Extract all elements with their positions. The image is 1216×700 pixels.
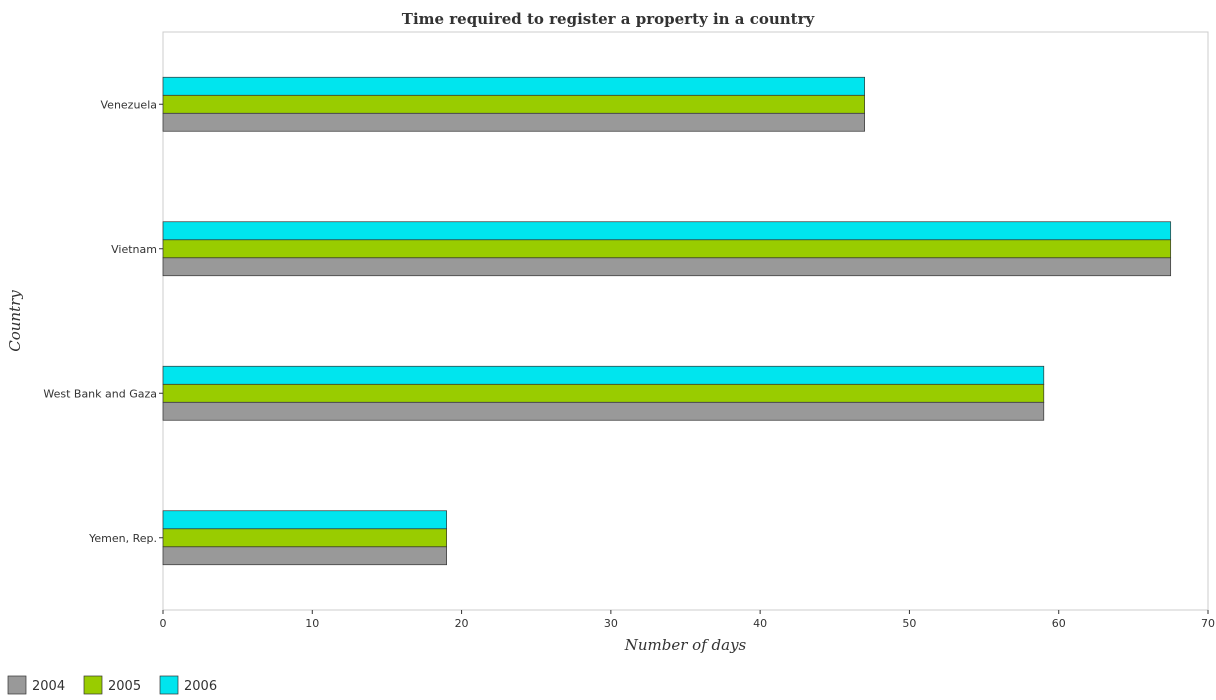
y-tick-label: Venezuela xyxy=(101,98,158,111)
bar-2004 xyxy=(162,546,447,566)
bar-2005 xyxy=(162,94,865,114)
bar-2005 xyxy=(162,383,1045,403)
bar-2006 xyxy=(162,221,1172,241)
x-tick-label: 20 xyxy=(455,617,469,630)
legend-swatch-2005 xyxy=(83,675,103,695)
legend-swatch-2006 xyxy=(159,675,179,695)
bar-2005 xyxy=(162,528,447,548)
chart-title: Time required to register a property in … xyxy=(402,10,816,28)
x-tick-label: 70 xyxy=(1201,617,1215,630)
legend-label-2004: 2004 xyxy=(32,679,65,694)
x-tick-label: 0 xyxy=(160,617,167,630)
plot-frame xyxy=(162,31,1209,611)
bar-2005 xyxy=(162,239,1172,259)
bar-2006 xyxy=(162,510,447,530)
legend: 2004 2005 2006 xyxy=(7,675,217,695)
x-axis-title: Number of days xyxy=(624,636,747,654)
x-tick-label: 30 xyxy=(604,617,618,630)
x-tick-label: 60 xyxy=(1052,617,1066,630)
y-axis-title: Country xyxy=(6,290,24,352)
y-tick-label: Yemen, Rep. xyxy=(88,532,157,545)
bar-2006 xyxy=(162,365,1045,385)
y-tick-label: Vietnam xyxy=(111,243,157,256)
plot-area: Venezuela Vietnam West Bank and Gaza Yemen,… xyxy=(43,31,1215,630)
legend-swatch-2004 xyxy=(7,675,27,695)
y-tick-label: West Bank and Gaza xyxy=(43,387,157,400)
x-tick-label: 50 xyxy=(902,617,916,630)
x-tick-label: 10 xyxy=(305,617,319,630)
bar-2006 xyxy=(162,76,865,96)
legend-label-2005: 2005 xyxy=(108,679,141,694)
bar-2004 xyxy=(162,112,865,132)
legend-label-2006: 2006 xyxy=(184,679,217,694)
x-tick-label: 40 xyxy=(753,617,767,630)
bar-2004 xyxy=(162,257,1172,277)
bar-2004 xyxy=(162,401,1045,421)
